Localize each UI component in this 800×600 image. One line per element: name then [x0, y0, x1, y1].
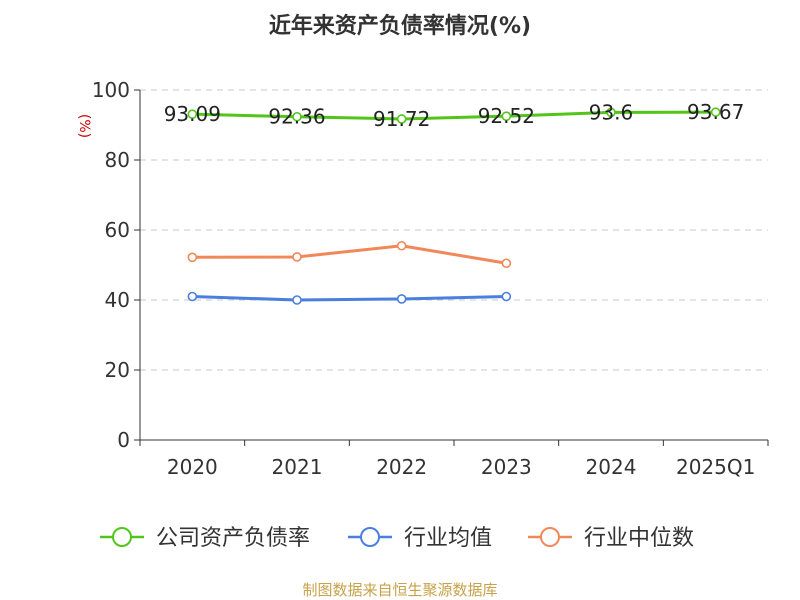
data-point — [292, 111, 302, 122]
x-tick-label: 2020 — [167, 455, 218, 479]
data-point — [501, 111, 512, 121]
series-line-2 — [192, 244, 507, 265]
data-point — [292, 295, 302, 305]
y-tick-label: 40 — [105, 288, 130, 312]
data-label: 92.52 — [478, 104, 535, 128]
data-point — [501, 258, 512, 269]
data-label: 93.09 — [164, 102, 221, 126]
legend-marker — [360, 527, 380, 547]
legend-marker — [540, 527, 560, 547]
data-label: 93.6 — [589, 100, 634, 124]
data-point — [292, 252, 302, 262]
series-layer — [187, 107, 721, 305]
legend-label: 公司资产负债率 — [156, 526, 310, 551]
data-labels: 93.09 92.36 91.72 92.52 93.6 93.67 — [164, 100, 745, 131]
legend-label: 行业中位数 — [584, 526, 694, 551]
data-point — [396, 114, 407, 124]
data-point — [187, 252, 198, 263]
axes: 0 20 40 60 80 100 2020 2021 2022 2023 2024 2025Q1 — [92, 78, 769, 479]
legend: 公司资产负债率 行业均值 行业中位数 — [100, 526, 694, 551]
series-line-0 — [192, 110, 716, 121]
y-tick-label: 100 — [92, 78, 130, 102]
data-label: 91.72 — [373, 107, 430, 131]
x-tick-label: 2022 — [376, 455, 427, 479]
grid-lines — [140, 89, 768, 371]
x-tick-label: 2023 — [481, 455, 532, 479]
data-point — [187, 109, 198, 119]
data-label: 93.67 — [687, 100, 744, 124]
data-label: 92.36 — [268, 105, 325, 129]
x-tick-label: 2025Q1 — [676, 455, 755, 479]
x-tick-label: 2021 — [272, 455, 323, 479]
y-tick-label: 60 — [105, 218, 130, 242]
legend-marker — [112, 527, 132, 547]
data-point — [187, 291, 198, 302]
data-point — [501, 291, 512, 302]
source-note: 制图数据来自恒生聚源数据库 — [302, 581, 497, 599]
y-axis-label: (%) — [76, 114, 92, 138]
series-line-1 — [192, 295, 507, 302]
data-point — [396, 294, 407, 304]
y-tick-label: 80 — [105, 148, 130, 172]
x-tick-label: 2024 — [586, 455, 637, 479]
y-tick-label: 20 — [105, 358, 130, 382]
y-tick-label: 0 — [117, 428, 130, 452]
data-point — [396, 240, 407, 251]
legend-label: 行业均值 — [404, 526, 492, 551]
chart-title: 近年来资产负债率情况(%) — [269, 13, 531, 39]
data-point — [710, 107, 721, 117]
data-point — [606, 107, 616, 118]
